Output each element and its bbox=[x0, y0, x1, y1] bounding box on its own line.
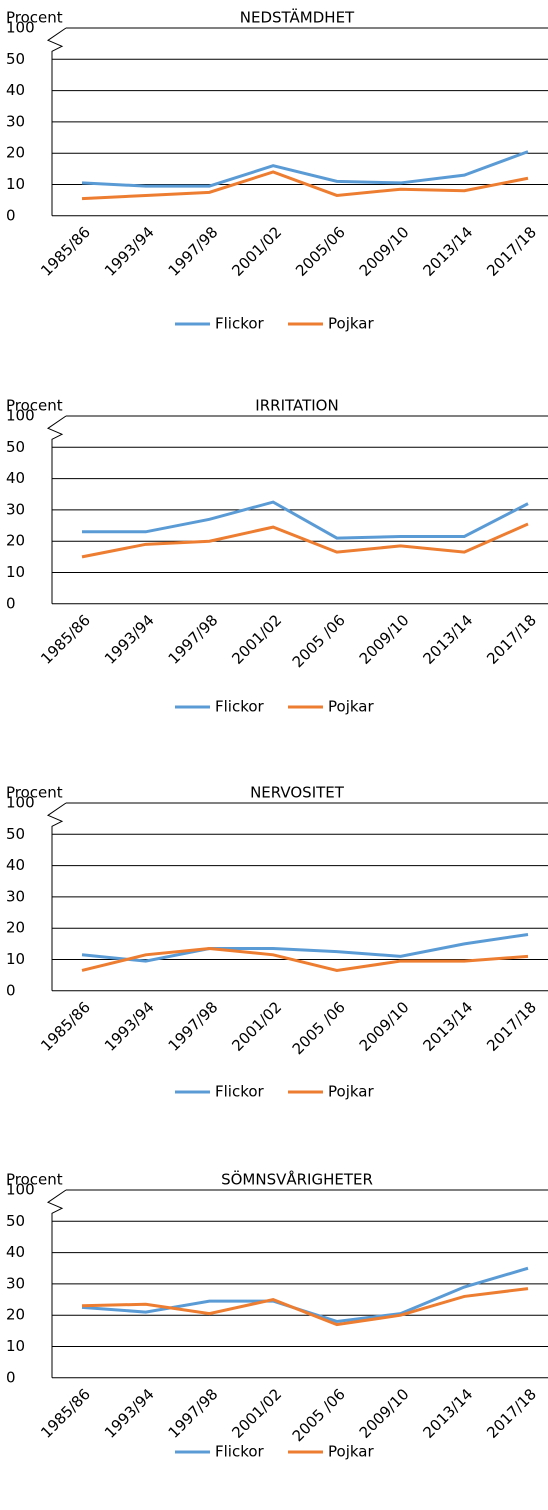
series-line bbox=[81, 947, 529, 972]
legend-label: Flickor bbox=[215, 1083, 265, 1101]
y-tick-label: 30 bbox=[6, 1274, 25, 1292]
legend-label: Pojkar bbox=[328, 698, 374, 716]
x-tick-label: 1997/98 bbox=[165, 611, 222, 668]
y-tick-label: 20 bbox=[6, 532, 25, 550]
axis-break bbox=[46, 27, 67, 216]
y-axis-label: Procent bbox=[6, 1171, 63, 1189]
axis-break bbox=[46, 415, 67, 604]
series-line bbox=[81, 150, 529, 188]
y-tick-label: 40 bbox=[6, 1243, 25, 1261]
y-tick-label: 100 bbox=[6, 1181, 35, 1199]
y-tick-label: 10 bbox=[6, 175, 25, 193]
axis-break bbox=[46, 1189, 67, 1378]
x-tick-label: 2005 /06 bbox=[289, 998, 349, 1058]
legend-label: Pojkar bbox=[328, 1083, 374, 1101]
x-tick-label: 2001/02 bbox=[228, 1385, 285, 1442]
x-tick-label: 2001/02 bbox=[228, 223, 285, 280]
y-tick-label: 30 bbox=[6, 500, 25, 518]
legend-label: Pojkar bbox=[328, 1443, 374, 1461]
x-tick-label: 1997/98 bbox=[165, 998, 222, 1055]
y-tick-label: 0 bbox=[6, 1368, 16, 1386]
x-tick-label: 2017/18 bbox=[483, 998, 540, 1055]
y-tick-label: 0 bbox=[6, 206, 16, 224]
y-tick-label: 10 bbox=[6, 1337, 25, 1355]
y-tick-label: 20 bbox=[6, 1306, 25, 1324]
y-tick-label: 20 bbox=[6, 919, 25, 937]
series-line bbox=[81, 170, 529, 201]
x-tick-label: 2009/10 bbox=[356, 223, 413, 280]
y-tick-label: 0 bbox=[6, 981, 16, 999]
x-tick-label: 1985/86 bbox=[37, 1385, 94, 1442]
axis-break bbox=[46, 802, 67, 991]
x-tick-label: 2005 /06 bbox=[289, 1385, 349, 1445]
y-tick-label: 10 bbox=[6, 950, 25, 968]
x-tick-label: 2009/10 bbox=[356, 611, 413, 668]
y-tick-label: 20 bbox=[6, 144, 25, 162]
y-tick-label: 50 bbox=[6, 825, 25, 843]
chart-title: NERVOSITET bbox=[250, 784, 345, 802]
x-tick-label: 1997/98 bbox=[165, 223, 222, 280]
x-tick-label: 2001/02 bbox=[228, 998, 285, 1055]
x-tick-label: 2017/18 bbox=[483, 223, 540, 280]
x-tick-label: 2001/02 bbox=[228, 611, 285, 668]
y-tick-label: 10 bbox=[6, 563, 25, 581]
y-tick-label: 40 bbox=[6, 81, 25, 99]
legend-label: Flickor bbox=[215, 315, 265, 333]
x-tick-label: 2005 /06 bbox=[289, 611, 349, 671]
x-tick-label: 1985/86 bbox=[37, 998, 94, 1055]
x-tick-label: 2013/14 bbox=[419, 998, 476, 1055]
y-tick-label: 50 bbox=[6, 1212, 25, 1230]
series-line bbox=[81, 932, 529, 963]
x-tick-label: 2013/14 bbox=[419, 1385, 476, 1442]
x-tick-label: 2013/14 bbox=[419, 223, 476, 280]
y-axis-label: Procent bbox=[6, 784, 63, 802]
x-tick-label: 1993/94 bbox=[101, 611, 158, 668]
y-tick-label: 0 bbox=[6, 594, 16, 612]
x-tick-label: 2009/10 bbox=[356, 1385, 413, 1442]
y-tick-label: 50 bbox=[6, 438, 25, 456]
x-tick-label: 1985/86 bbox=[37, 223, 94, 280]
y-tick-label: 100 bbox=[6, 794, 35, 812]
y-tick-label: 100 bbox=[6, 19, 35, 37]
y-tick-label: 30 bbox=[6, 112, 25, 130]
x-tick-label: 2017/18 bbox=[483, 611, 540, 668]
x-tick-label: 1993/94 bbox=[101, 223, 158, 280]
x-tick-label: 2013/14 bbox=[419, 611, 476, 668]
x-tick-label: 2005/06 bbox=[292, 223, 349, 280]
x-tick-label: 1997/98 bbox=[165, 1385, 222, 1442]
chart-title: IRRITATION bbox=[255, 397, 338, 415]
x-tick-label: 1985/86 bbox=[37, 611, 94, 668]
series-line bbox=[81, 522, 529, 559]
x-tick-label: 1993/94 bbox=[101, 1385, 158, 1442]
y-tick-label: 50 bbox=[6, 50, 25, 68]
legend-label: Flickor bbox=[215, 1443, 265, 1461]
series-line bbox=[81, 1287, 529, 1327]
x-tick-label: 2017/18 bbox=[483, 1385, 540, 1442]
y-tick-label: 40 bbox=[6, 469, 25, 487]
y-tick-label: 30 bbox=[6, 887, 25, 905]
legend-label: Flickor bbox=[215, 698, 265, 716]
chart-title: NEDSTÄMDHET bbox=[240, 8, 355, 27]
x-tick-label: 2009/10 bbox=[356, 998, 413, 1055]
legend-label: Pojkar bbox=[328, 315, 374, 333]
chart-title: SÖMNSVÅRIGHETER bbox=[221, 1170, 373, 1189]
y-axis-label: Procent bbox=[6, 9, 63, 27]
series-line bbox=[82, 500, 529, 540]
y-tick-label: 100 bbox=[6, 407, 35, 425]
y-axis-label: Procent bbox=[6, 397, 63, 415]
y-tick-label: 40 bbox=[6, 856, 25, 874]
x-tick-label: 1993/94 bbox=[101, 998, 158, 1055]
